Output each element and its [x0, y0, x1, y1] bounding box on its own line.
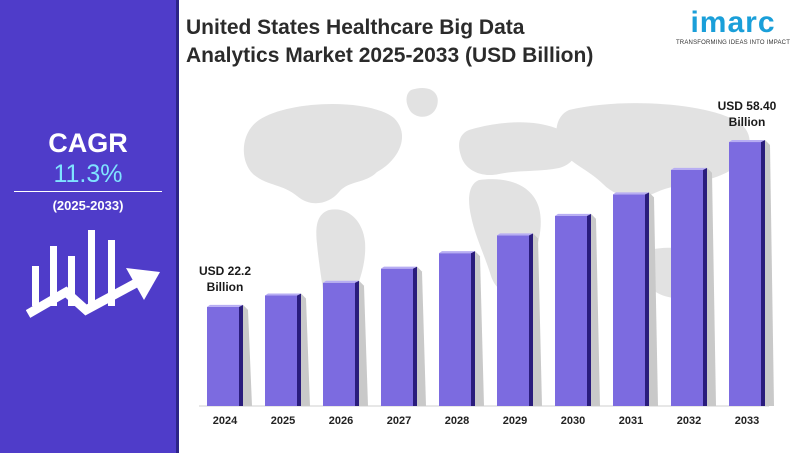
- bar-front-2027: [381, 268, 413, 406]
- bar-top-2028: [439, 251, 475, 254]
- bar-2027: [381, 266, 426, 406]
- bar-front-2028: [439, 253, 471, 406]
- bar-2030: [555, 213, 600, 406]
- sidebar-divider: [176, 0, 179, 453]
- bar-2026: [323, 280, 368, 406]
- bar-front-2031: [613, 194, 645, 406]
- bar-top-2031: [613, 192, 649, 195]
- bar-front-2024: [207, 306, 239, 406]
- bar-top-2032: [671, 167, 707, 170]
- x-tick-label-2032: 2032: [677, 415, 701, 427]
- bar-2029: [497, 233, 542, 406]
- bar-side-2026: [355, 280, 359, 406]
- cagr-value: 11.3%: [53, 160, 123, 188]
- bar-shadow-2024: [243, 304, 252, 406]
- cagr-divider: [14, 191, 162, 192]
- bar-top-2027: [381, 266, 417, 269]
- x-tick-label-2031: 2031: [619, 415, 643, 427]
- x-tick-label-2024: 2024: [213, 415, 238, 427]
- logo-word: imarc: [690, 6, 776, 39]
- data-annotations: USD 22.2 Billion USD 58.40 Billion: [199, 99, 777, 294]
- bar-shadow-2028: [475, 251, 484, 406]
- x-tick-label-2026: 2026: [329, 415, 353, 427]
- bar-side-2024: [239, 304, 243, 406]
- bar-side-2033: [761, 140, 765, 406]
- logo-tagline: TRANSFORMING IDEAS INTO IMPACT: [675, 40, 791, 46]
- bar-2031: [613, 192, 658, 406]
- bar-top-2029: [497, 233, 533, 236]
- data-label-2033-value: USD 58.40: [718, 99, 777, 113]
- bar-shadow-2026: [359, 280, 368, 406]
- bar-side-2027: [413, 266, 417, 406]
- bar-side-2030: [587, 213, 591, 406]
- bar-front-2029: [497, 235, 529, 406]
- bar-shadow-2025: [301, 293, 310, 406]
- x-tick-label-2027: 2027: [387, 415, 411, 427]
- growth-chart-icon: [26, 230, 160, 318]
- x-tick-labels: 2024 2025 2026 2027 2028 2029 2030 2031 2032 2033: [213, 415, 759, 427]
- bar-front-2025: [265, 295, 297, 406]
- cagr-label: CAGR: [48, 128, 128, 158]
- x-tick-label-2030: 2030: [561, 415, 585, 427]
- bar-shadow-2030: [591, 213, 600, 406]
- bar-2033: [729, 140, 774, 406]
- x-tick-label-2025: 2025: [271, 415, 295, 427]
- bar-top-2033: [729, 140, 765, 143]
- bar-shadow-2031: [649, 192, 658, 406]
- imarc-logo: imarc TRANSFORMING IDEAS INTO IMPACT: [674, 6, 792, 46]
- bar-chart: 2024 2025 2026 2027 2028 2029 2030 2031 2032 2033…: [199, 87, 777, 427]
- bar-2028: [439, 251, 484, 406]
- bar-top-2025: [265, 293, 301, 296]
- title-line-2: Analytics Market 2025-2033 (USD Billion): [186, 44, 594, 67]
- x-tick-label-2029: 2029: [503, 415, 527, 427]
- x-tick-label-2033: 2033: [735, 415, 759, 427]
- bar-shadow-2032: [707, 167, 716, 406]
- chart-title: United States Healthcare Big Data Analyt…: [186, 14, 666, 70]
- bar-side-2032: [703, 167, 707, 406]
- bar-shadow-2033: [765, 140, 774, 406]
- data-label-2024-unit: Billion: [207, 280, 244, 294]
- bar-side-2029: [529, 233, 533, 406]
- bar-side-2028: [471, 251, 475, 406]
- bars-group: [207, 140, 774, 406]
- bar-top-2024: [207, 304, 243, 307]
- bar-top-2030: [555, 213, 591, 216]
- bar-side-2025: [297, 293, 301, 406]
- bar-shadow-2029: [533, 233, 542, 406]
- data-label-2033-unit: Billion: [729, 115, 766, 129]
- bar-front-2032: [671, 169, 703, 406]
- bar-front-2033: [729, 142, 761, 406]
- bar-side-2031: [645, 192, 649, 406]
- bar-shadow-2027: [417, 266, 426, 406]
- x-tick-label-2028: 2028: [445, 415, 469, 427]
- bar-front-2030: [555, 215, 587, 406]
- title-line-1: United States Healthcare Big Data: [186, 16, 525, 39]
- bar-front-2026: [323, 282, 355, 406]
- bar-2024: [207, 304, 252, 406]
- bar-2032: [671, 167, 716, 406]
- data-label-2024-value: USD 22.2: [199, 264, 251, 278]
- cagr-sidebar: [0, 0, 176, 453]
- bar-2025: [265, 293, 310, 406]
- bar-top-2026: [323, 280, 359, 283]
- cagr-period: (2025-2033): [52, 198, 124, 213]
